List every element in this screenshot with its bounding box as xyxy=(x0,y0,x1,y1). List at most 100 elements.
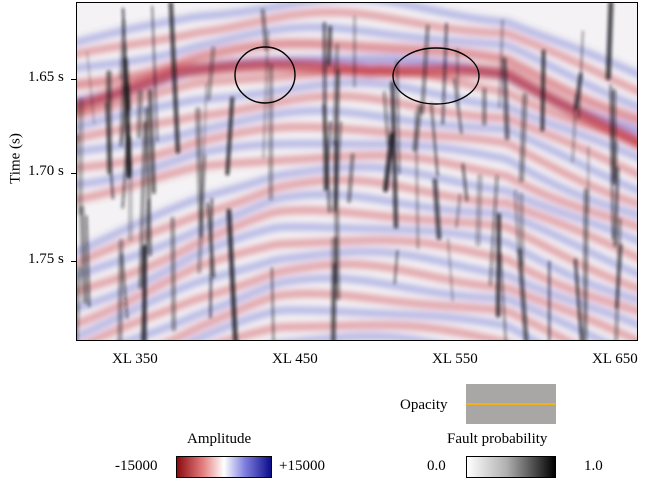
fault-streak xyxy=(582,188,589,340)
fault-streak xyxy=(475,174,483,247)
fault-streak xyxy=(455,193,462,228)
y-axis-title: Time (s) xyxy=(7,133,24,184)
fault-streak xyxy=(140,199,150,340)
fault-streak xyxy=(396,60,401,175)
fault-streak xyxy=(390,81,399,229)
y-tick-label: 1.75 s xyxy=(28,251,64,267)
fault-streak xyxy=(513,189,521,251)
opacity-swatch[interactable] xyxy=(466,384,556,424)
seismic-horizon xyxy=(77,9,637,95)
opacity-curve xyxy=(466,403,556,405)
y-tick-mark xyxy=(71,79,76,80)
seismic-horizon xyxy=(77,123,637,207)
fault-streak xyxy=(120,253,129,319)
fault-streak xyxy=(613,166,620,247)
highlight-ellipse-left xyxy=(234,46,296,104)
y-tick-mark xyxy=(71,261,76,262)
seismic-horizon xyxy=(282,333,433,340)
amplitude-max-label: +15000 xyxy=(279,458,325,474)
y-tick-mark xyxy=(71,173,76,174)
fault-streak xyxy=(262,30,270,159)
fault-streak xyxy=(383,132,395,193)
seismic-horizon xyxy=(77,152,637,230)
amplitude-min-label: -15000 xyxy=(115,458,158,474)
fault-streak xyxy=(332,43,339,145)
x-tick-label: XL 450 xyxy=(272,351,318,367)
fault-streak xyxy=(412,104,423,152)
fault-streak xyxy=(605,3,614,81)
seismic-horizon xyxy=(77,207,637,295)
seismic-horizon xyxy=(77,248,637,340)
fault-streak xyxy=(540,49,546,132)
seismic-horizon xyxy=(77,107,637,194)
fault-streak xyxy=(136,89,143,139)
fault-streak xyxy=(326,25,333,66)
fault-max-label: 1.0 xyxy=(584,458,603,474)
seismic-horizon xyxy=(77,237,637,327)
fault-streak xyxy=(430,102,439,177)
fault-streak xyxy=(432,178,442,241)
amplitude-colorbar xyxy=(176,456,272,478)
fault-streak xyxy=(519,193,525,266)
fault-probability-colorbar xyxy=(466,456,556,478)
fault-streak xyxy=(207,46,215,101)
fault-streak xyxy=(393,249,399,285)
fault-streak xyxy=(106,70,112,175)
seismic-amplitude-fault-overlay xyxy=(77,3,637,340)
seismic-horizon xyxy=(77,191,637,279)
seismic-section-image xyxy=(76,2,638,341)
fault-streak xyxy=(322,22,327,192)
fault-streak xyxy=(573,258,584,340)
fault-streak xyxy=(118,19,126,80)
opacity-label: Opacity xyxy=(400,397,448,413)
seismic-horizon xyxy=(86,261,637,340)
fault-min-label: 0.0 xyxy=(427,458,446,474)
fault-streak xyxy=(271,267,275,340)
fault-streak xyxy=(168,3,180,154)
fault-streak xyxy=(609,84,614,240)
seismic-horizon xyxy=(77,223,637,311)
seismic-horizon xyxy=(219,322,509,340)
fault-streak xyxy=(147,89,156,194)
fault-streak xyxy=(144,107,152,257)
fault-streak xyxy=(117,239,124,340)
fault-streak xyxy=(347,153,355,203)
amplitude-title: Amplitude xyxy=(187,431,252,447)
fault-streak xyxy=(578,30,584,119)
seismic-horizon xyxy=(77,92,637,178)
fault-streak xyxy=(225,96,235,176)
fault-streak xyxy=(331,263,337,340)
fault-streak xyxy=(571,95,578,163)
fault-streak xyxy=(334,121,342,207)
seismic-horizon xyxy=(77,3,637,78)
fault-streak xyxy=(461,163,468,202)
fault-streak xyxy=(496,213,501,318)
fault-streak xyxy=(86,51,96,125)
fault-streak xyxy=(85,215,91,308)
x-tick-label: XL 550 xyxy=(432,351,478,367)
seismic-horizon xyxy=(77,177,637,267)
seismic-horizon xyxy=(188,307,540,340)
fault-streak xyxy=(383,91,390,146)
seismic-horizon xyxy=(77,140,637,218)
fault-streak xyxy=(138,121,147,289)
fault-streak xyxy=(77,98,84,216)
seismic-horizon xyxy=(165,290,573,340)
fault-streak xyxy=(502,57,510,141)
fault-streak xyxy=(447,238,454,302)
fault-streak xyxy=(197,154,207,274)
fault-streak xyxy=(497,19,505,109)
seismic-horizon xyxy=(77,164,637,255)
fault-streak xyxy=(441,22,448,125)
fault-streak xyxy=(170,217,176,331)
highlight-ellipse-right xyxy=(392,47,480,105)
fault-streak xyxy=(261,8,268,51)
fault-streak xyxy=(519,93,528,183)
x-tick-label: XL 650 xyxy=(592,351,638,367)
fault-streak xyxy=(615,244,623,309)
fault-streak xyxy=(120,97,129,142)
seismic-horizon xyxy=(121,275,608,340)
fault-streak xyxy=(517,248,529,340)
fault-streak xyxy=(488,175,499,286)
fault-streak xyxy=(77,265,82,340)
